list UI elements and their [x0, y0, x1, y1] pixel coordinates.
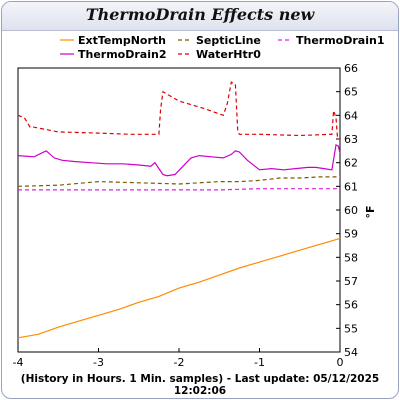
x-tick-label: -4 [13, 356, 24, 369]
legend-label: ThermoDrain2 [78, 48, 166, 61]
legend-label: ExtTempNorth [78, 34, 166, 47]
y-tick-label: 54 [344, 346, 358, 359]
series-line-thermodrain2 [17, 143, 341, 177]
footer-status: (History in Hours. 1 Min. samples) - Las… [20, 373, 380, 397]
x-tick-label: -2 [174, 356, 185, 369]
x-tick-label: -3 [93, 356, 104, 369]
y-tick-label: 64 [344, 109, 358, 122]
y-tick-label: 59 [344, 228, 358, 241]
series-line-exttempnorth [17, 237, 341, 339]
y-tick-label: 65 [344, 86, 358, 99]
y-axis-unit-label: °F [364, 205, 377, 218]
y-tick-label: 61 [344, 180, 358, 193]
y-tick-label: 56 [344, 299, 358, 312]
y-tick-label: 63 [344, 133, 358, 146]
y-tick-label: 62 [344, 157, 358, 170]
plot-area [17, 67, 341, 353]
title-bar: ThermoDrain Effects new [2, 2, 398, 31]
y-tick-label: 57 [344, 275, 358, 288]
series-line-waterhtr0 [17, 81, 340, 140]
y-tick-label: 66 [344, 62, 358, 75]
x-tick-label: 0 [337, 356, 344, 369]
y-tick-label: 58 [344, 251, 358, 264]
series-line-thermodrain1 [18, 188, 340, 191]
y-tick-label: 60 [344, 204, 358, 217]
x-tick-label: -1 [254, 356, 265, 369]
series-line-septicline [17, 176, 340, 187]
y-tick-label: 55 [344, 322, 358, 335]
legend-label: ThermoDrain1 [296, 34, 384, 47]
legend-label: SepticLine [196, 34, 261, 47]
legend-label: WaterHtr0 [196, 48, 261, 61]
chart-title: ThermoDrain Effects new [85, 5, 315, 24]
